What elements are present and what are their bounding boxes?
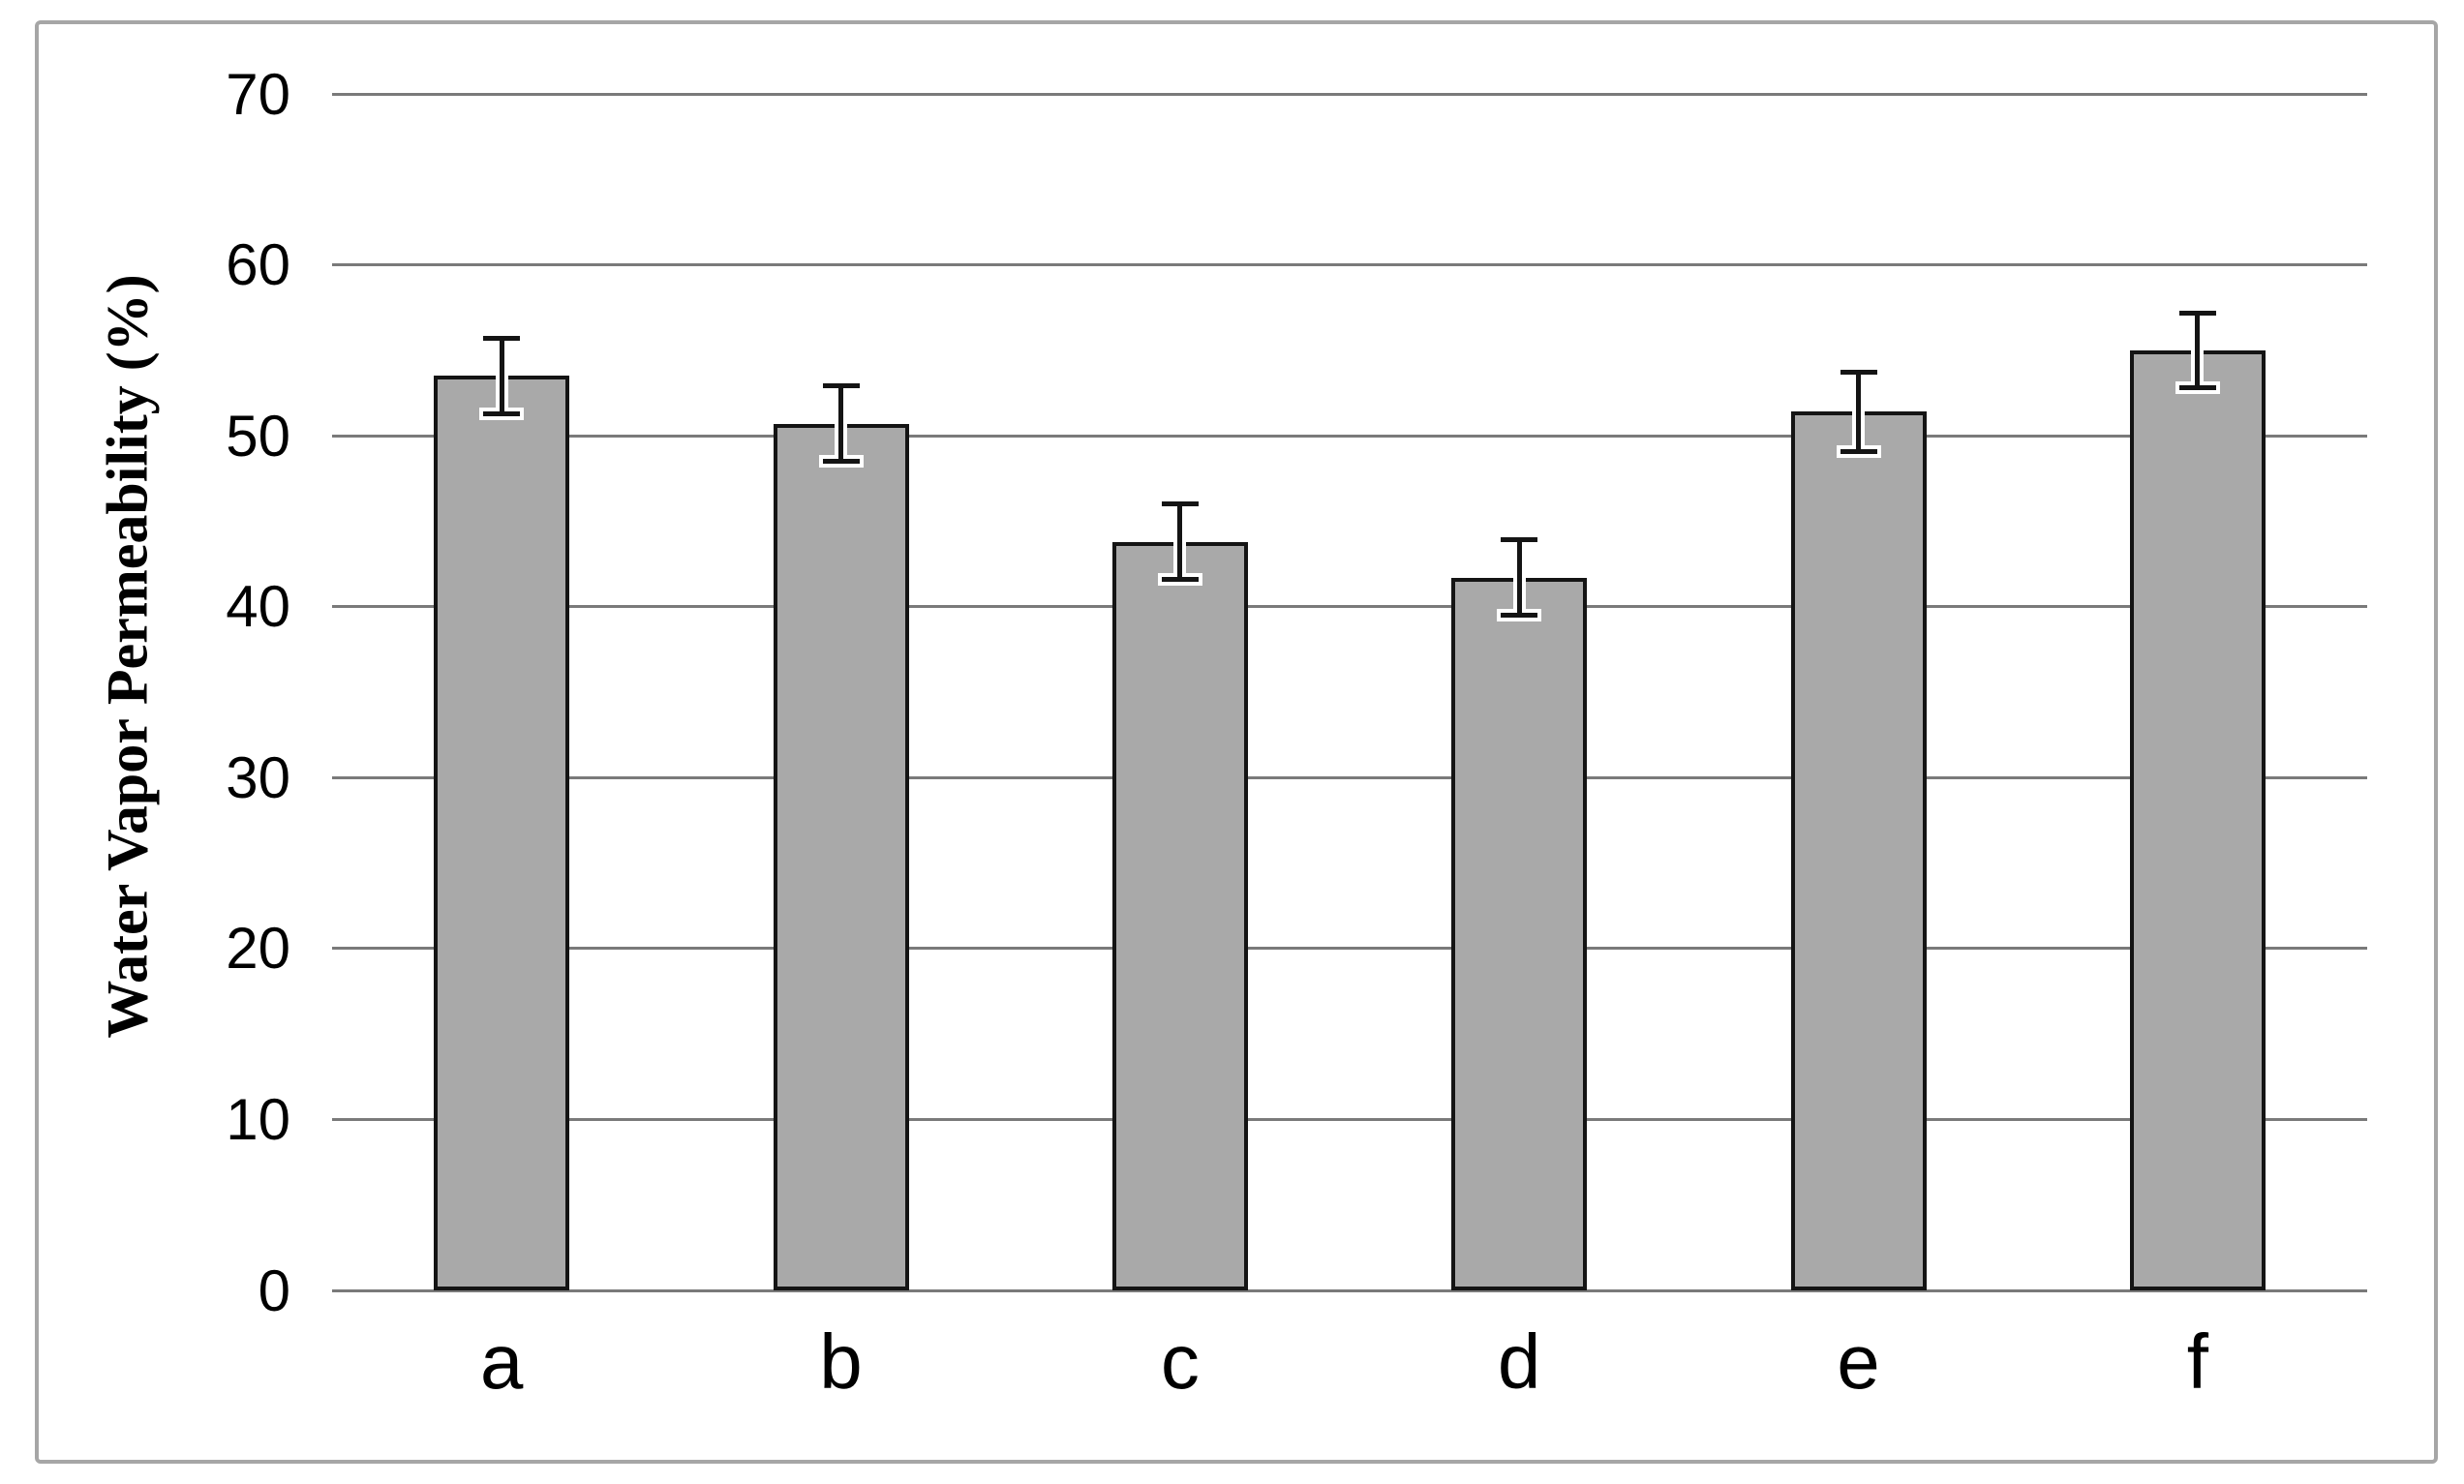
error-bar-line [1856,372,1861,452]
y-tick-label: 60 [226,232,290,298]
error-bar-cap-top [1161,501,1199,507]
x-category-label: b [819,1318,863,1405]
y-tick-label: 20 [226,916,290,982]
y-tick-label: 50 [226,403,290,469]
error-bar-cap-top [1840,370,1877,376]
x-category-label: f [2186,1318,2208,1405]
error-bar-cap-top [1501,537,1538,543]
gridline [332,1288,2367,1292]
gridline [332,775,2367,779]
gridline [332,1117,2367,1121]
bar [2129,349,2266,1290]
bar [773,423,909,1290]
bar [1451,577,1588,1290]
y-tick-label: 10 [226,1086,290,1152]
error-bar-cap-bottom [1840,448,1877,454]
error-bar-cap-top [2178,310,2216,316]
bar [1111,541,1248,1290]
bar [1790,411,1927,1290]
gridline [332,263,2367,267]
y-tick-label: 40 [226,574,290,640]
error-bar-line [499,338,504,414]
bar [434,376,570,1290]
x-category-label: d [1497,1318,1541,1405]
x-category-label: a [479,1318,524,1405]
gridline [332,605,2367,609]
error-bar-cap-bottom [822,459,860,465]
error-bar-cap-bottom [1501,613,1538,619]
x-category-label: c [1160,1318,1200,1405]
gridline [332,434,2367,438]
error-bar-line [1177,503,1183,580]
y-tick-label: 0 [258,1257,290,1323]
x-category-label: e [1837,1318,1880,1405]
error-bar-cap-bottom [483,410,521,416]
error-bar-cap-top [822,383,860,389]
error-bar-cap-bottom [2178,385,2216,391]
y-tick-label: 70 [226,61,290,127]
error-bar-cap-top [483,335,521,341]
error-bar-line [1516,539,1522,616]
gridline [332,947,2367,951]
error-bar-line [838,385,843,462]
gridline [332,92,2367,96]
figure-border [35,20,2438,1464]
error-bar-cap-bottom [1161,576,1199,582]
error-bar-line [2195,313,2201,388]
y-tick-label: 30 [226,744,290,810]
